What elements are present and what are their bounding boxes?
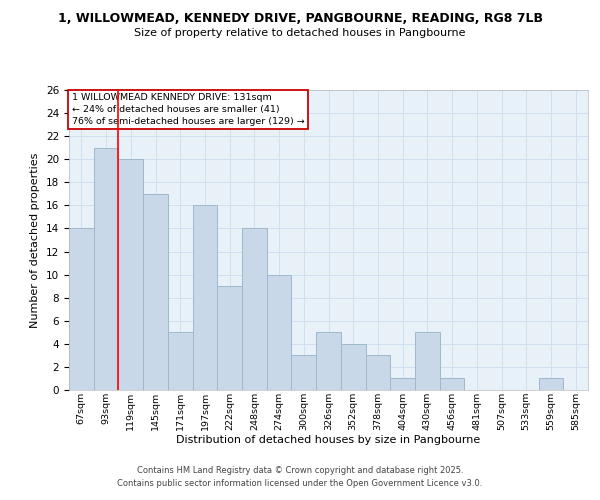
Text: 1, WILLOWMEAD, KENNEDY DRIVE, PANGBOURNE, READING, RG8 7LB: 1, WILLOWMEAD, KENNEDY DRIVE, PANGBOURNE… xyxy=(58,12,542,26)
Bar xyxy=(217,286,242,390)
Bar xyxy=(341,344,365,390)
Bar xyxy=(440,378,464,390)
Bar xyxy=(69,228,94,390)
Bar xyxy=(242,228,267,390)
Bar xyxy=(193,206,217,390)
Text: 1 WILLOWMEAD KENNEDY DRIVE: 131sqm
← 24% of detached houses are smaller (41)
76%: 1 WILLOWMEAD KENNEDY DRIVE: 131sqm ← 24%… xyxy=(71,93,304,126)
Y-axis label: Number of detached properties: Number of detached properties xyxy=(31,152,40,328)
Bar xyxy=(316,332,341,390)
Text: Contains HM Land Registry data © Crown copyright and database right 2025.
Contai: Contains HM Land Registry data © Crown c… xyxy=(118,466,482,487)
Bar xyxy=(365,356,390,390)
Bar xyxy=(539,378,563,390)
Bar xyxy=(94,148,118,390)
Bar xyxy=(267,274,292,390)
Bar xyxy=(143,194,168,390)
Text: Size of property relative to detached houses in Pangbourne: Size of property relative to detached ho… xyxy=(134,28,466,38)
Bar xyxy=(390,378,415,390)
Bar xyxy=(415,332,440,390)
X-axis label: Distribution of detached houses by size in Pangbourne: Distribution of detached houses by size … xyxy=(176,436,481,446)
Bar xyxy=(118,159,143,390)
Bar xyxy=(292,356,316,390)
Bar xyxy=(168,332,193,390)
